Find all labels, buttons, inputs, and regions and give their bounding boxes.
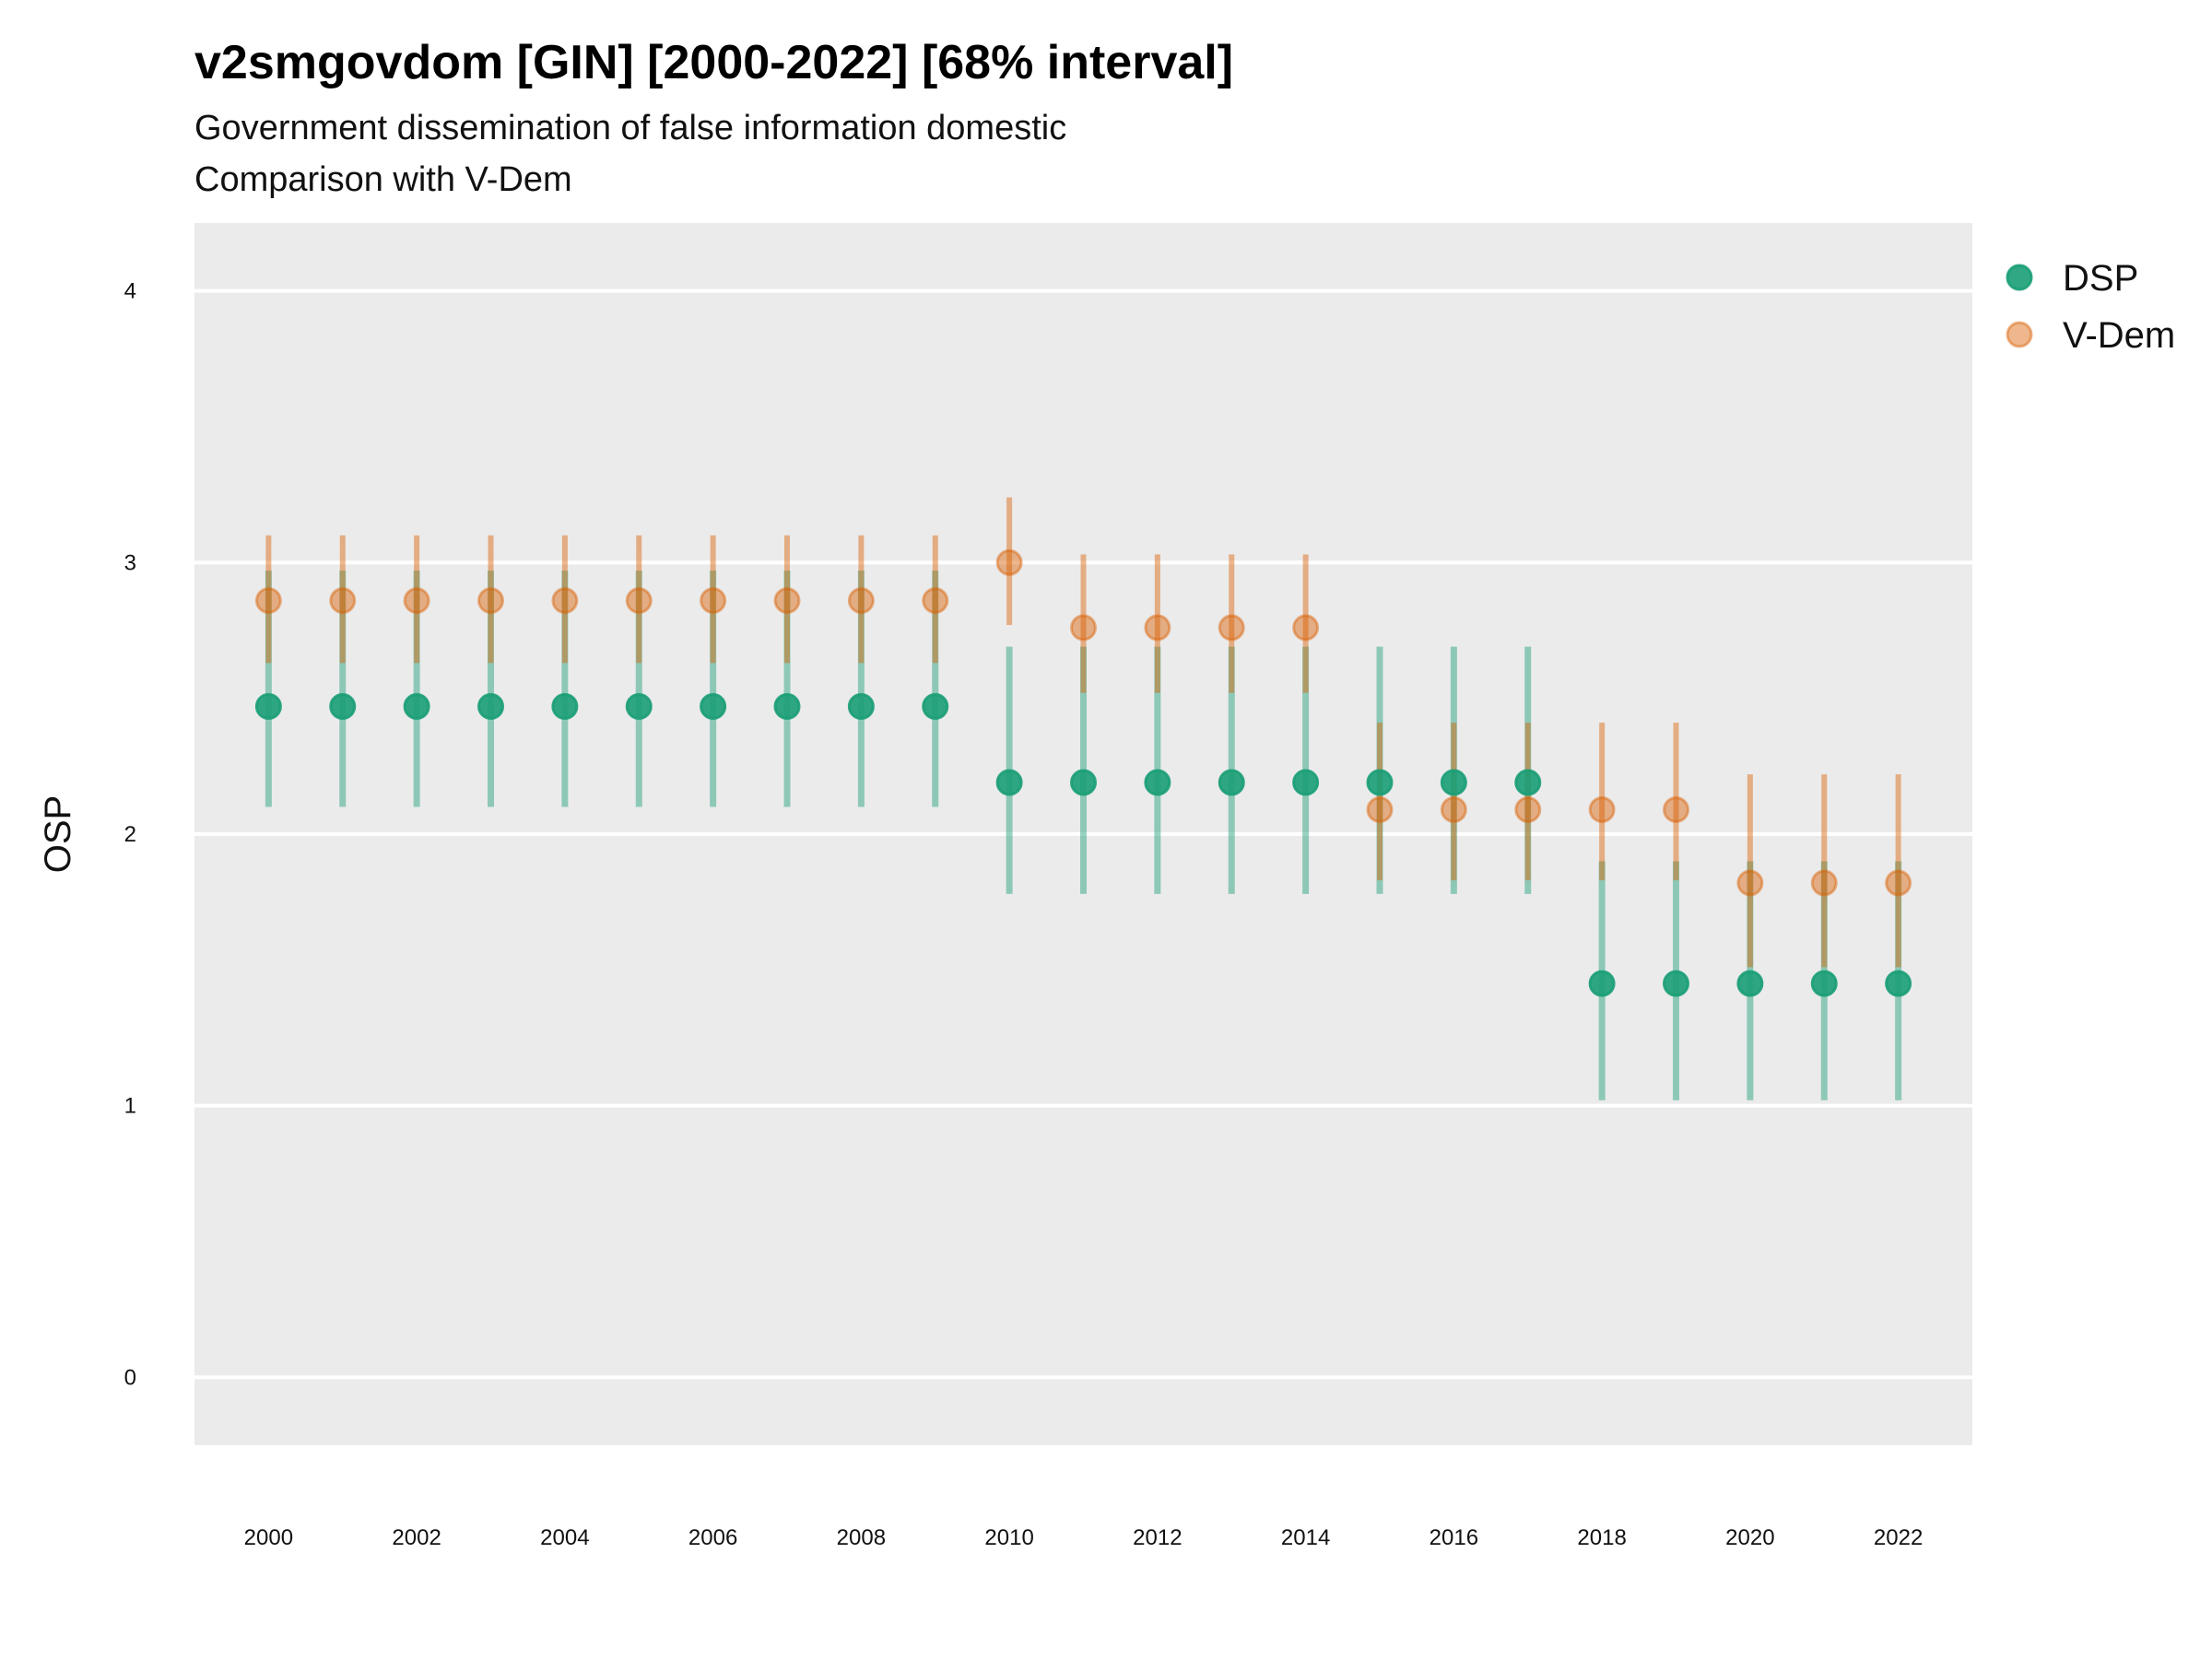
y-tick-label: 2 [124, 822, 136, 847]
x-tick-label: 2004 [540, 1525, 589, 1550]
dsp-point-2018 [1588, 970, 1616, 997]
x-tick-label: 2014 [1281, 1525, 1330, 1550]
dsp-point-2011 [1070, 769, 1097, 796]
dsp-point-2003 [477, 693, 504, 721]
dsp-point-2001 [329, 693, 357, 721]
y-axis-ticks: 0 1 2 3 4 [124, 279, 136, 1391]
dsp-point-2006 [700, 693, 727, 721]
y-tick-label: 4 [124, 279, 136, 304]
y-axis-label: OSP [38, 795, 78, 873]
v-dem-point-2022 [1885, 869, 1912, 897]
x-tick-label: 2016 [1430, 1525, 1478, 1550]
dsp-point-2022 [1885, 970, 1912, 997]
x-tick-label: 2006 [688, 1525, 737, 1550]
dsp-point-2007 [773, 693, 801, 721]
v-dem-point-2008 [847, 587, 875, 615]
v-dem-point-2015 [1366, 795, 1394, 823]
dsp-point-2017 [1514, 769, 1542, 796]
y-tick-label: 3 [124, 550, 136, 575]
dsp-point-2000 [254, 693, 282, 721]
chart-caption: Comparison with V-Dem [194, 160, 572, 199]
v-dem-point-2011 [1070, 614, 1097, 641]
x-tick-label: 2000 [244, 1525, 293, 1550]
dsp-point-2015 [1366, 769, 1394, 796]
chart-subtitle: Government dissemination of false inform… [194, 109, 1067, 147]
v-dem-point-2003 [477, 587, 504, 615]
v-dem-point-2010 [995, 548, 1023, 576]
v-dem-point-2006 [700, 587, 727, 615]
v-dem-point-2004 [551, 587, 579, 615]
legend-key-dsp [2006, 264, 2033, 291]
x-tick-label: 2022 [1874, 1525, 1923, 1550]
x-tick-label: 2010 [984, 1525, 1033, 1550]
v-dem-point-2019 [1663, 795, 1689, 823]
x-tick-label: 2008 [837, 1525, 886, 1550]
dsp-point-2002 [403, 693, 430, 721]
v-dem-point-2013 [1218, 614, 1245, 641]
x-tick-label: 2020 [1725, 1525, 1774, 1550]
legend-key-v-dem [2006, 321, 2033, 348]
legend-label-dsp: DSP [2063, 258, 2138, 299]
dsp-point-2016 [1440, 769, 1467, 796]
dsp-point-2020 [1736, 970, 1764, 997]
v-dem-point-2012 [1144, 614, 1171, 641]
v-dem-point-2017 [1514, 795, 1542, 823]
y-tick-label: 1 [124, 1094, 136, 1119]
dsp-point-2009 [922, 693, 949, 721]
dsp-point-2014 [1292, 769, 1320, 796]
v-dem-point-2018 [1588, 795, 1616, 823]
x-tick-label: 2018 [1577, 1525, 1626, 1550]
v-dem-point-2007 [773, 587, 801, 615]
grid-lines [194, 288, 1972, 1380]
v-dem-point-2016 [1440, 795, 1467, 823]
v-dem-point-2000 [254, 587, 282, 615]
v-dem-point-2005 [625, 587, 653, 615]
y-tick-label: 0 [124, 1365, 136, 1390]
x-axis-ticks: 2000 2002 2004 2006 2008 2010 2012 2014 2016 2018… [244, 1525, 1924, 1550]
v-dem-point-2009 [922, 587, 949, 615]
legend-label-v-dem: V-Dem [2063, 315, 2175, 356]
v-dem-point-2021 [1810, 869, 1838, 897]
dsp-point-2005 [625, 693, 653, 721]
dsp-point-2004 [551, 693, 579, 721]
dsp-point-2012 [1144, 769, 1171, 796]
v-dem-point-2020 [1736, 869, 1764, 897]
chart-title: v2smgovdom [GIN] [2000-2022] [68% interv… [194, 36, 1234, 89]
x-tick-label: 2002 [392, 1525, 441, 1550]
dsp-point-2021 [1810, 970, 1838, 997]
dsp-point-2008 [847, 693, 875, 721]
v-dem-point-2001 [329, 587, 357, 615]
data-points [254, 548, 1912, 997]
legend: DSP V-Dem [2006, 258, 2175, 356]
dsp-point-2013 [1218, 769, 1245, 796]
dsp-point-2010 [995, 769, 1023, 796]
v-dem-point-2002 [403, 587, 430, 615]
v-dem-point-2014 [1292, 614, 1320, 641]
x-tick-label: 2012 [1133, 1525, 1182, 1550]
dsp-point-2019 [1663, 970, 1689, 997]
